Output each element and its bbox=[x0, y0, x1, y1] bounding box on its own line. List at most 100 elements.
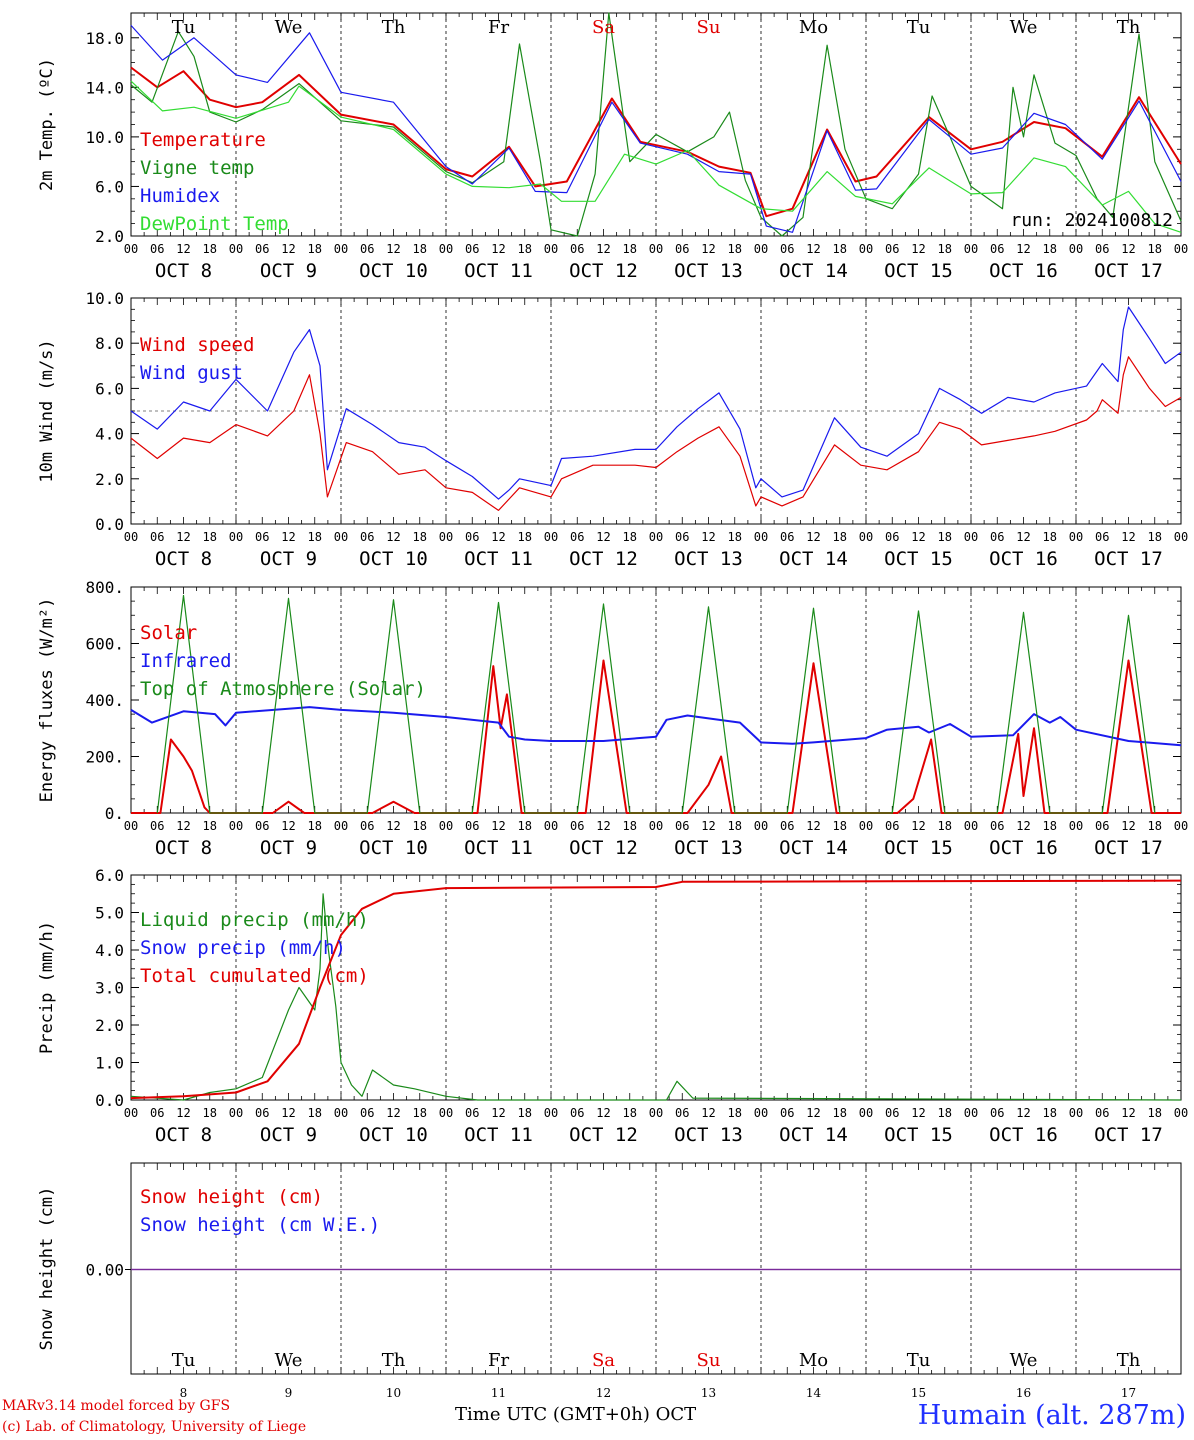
hour-tick-label: 12 bbox=[911, 819, 925, 833]
date-label: OCT 12 bbox=[569, 260, 638, 282]
hour-tick-label: 00 bbox=[439, 819, 453, 833]
hour-tick-label: 06 bbox=[255, 530, 269, 544]
hour-tick-label: 12 bbox=[1121, 1106, 1135, 1120]
date-label: OCT 9 bbox=[260, 548, 317, 570]
hour-tick-label: 12 bbox=[596, 242, 610, 256]
hour-tick-label: 00 bbox=[649, 1106, 663, 1120]
hour-tick-label: 18 bbox=[308, 819, 322, 833]
legend-entry: Total cumulated (cm) bbox=[140, 965, 369, 987]
weekday-label: We bbox=[275, 17, 303, 38]
y-tick-label: 200. bbox=[85, 748, 124, 767]
hour-tick-label: 06 bbox=[150, 1106, 164, 1120]
hour-tick-label: 12 bbox=[596, 1106, 610, 1120]
hour-tick-label: 00 bbox=[1069, 1106, 1083, 1120]
date-label: OCT 17 bbox=[1094, 1124, 1163, 1146]
hour-tick-label: 06 bbox=[150, 819, 164, 833]
weekday-label: Mo bbox=[799, 1350, 828, 1371]
hour-tick-label: 18 bbox=[413, 242, 427, 256]
date-label: OCT 16 bbox=[989, 548, 1058, 570]
hour-tick-label: 06 bbox=[885, 1106, 899, 1120]
hour-tick-label: 12 bbox=[1121, 530, 1135, 544]
hour-tick-label: 12 bbox=[911, 530, 925, 544]
hour-tick-label: 00 bbox=[229, 530, 243, 544]
hour-tick-label: 18 bbox=[1043, 819, 1057, 833]
y-axis-label: Energy fluxes (W/m²) bbox=[37, 598, 57, 803]
hour-tick-label: 00 bbox=[334, 530, 348, 544]
hour-tick-label: 06 bbox=[1095, 530, 1109, 544]
hour-tick-label: 00 bbox=[964, 242, 978, 256]
weekday-label: Tu bbox=[172, 1350, 196, 1371]
date-label: OCT 12 bbox=[569, 1124, 638, 1146]
date-label: OCT 17 bbox=[1094, 260, 1163, 282]
date-label: OCT 15 bbox=[884, 837, 953, 859]
y-tick-label: 2.0 bbox=[95, 227, 124, 246]
series-line bbox=[130, 80, 1182, 233]
hour-tick-label: 06 bbox=[465, 819, 479, 833]
hour-tick-label: 12 bbox=[806, 819, 820, 833]
series-line bbox=[156, 594, 1156, 814]
weekday-label: Th bbox=[1117, 17, 1141, 38]
hour-tick-label: 00 bbox=[124, 819, 138, 833]
y-axis-label: Snow height (cm) bbox=[37, 1187, 57, 1351]
hour-tick-label: 06 bbox=[465, 1106, 479, 1120]
legend-entry: DewPoint Temp bbox=[140, 213, 289, 235]
hour-tick-label: 12 bbox=[596, 530, 610, 544]
day-number-label: 15 bbox=[911, 1386, 926, 1400]
legend-entry: Snow height (cm) bbox=[140, 1186, 323, 1208]
hour-tick-label: 06 bbox=[990, 530, 1004, 544]
legend-entry: Snow precip (mm/h) bbox=[140, 937, 346, 959]
series-line bbox=[130, 706, 1182, 747]
date-label: OCT 15 bbox=[884, 260, 953, 282]
legend-entry: Liquid precip (mm/h) bbox=[140, 909, 369, 931]
hour-tick-label: 00 bbox=[124, 1106, 138, 1120]
hour-tick-label: 06 bbox=[1095, 242, 1109, 256]
hour-tick-label: 12 bbox=[1016, 1106, 1030, 1120]
y-tick-label: 2.0 bbox=[95, 1016, 124, 1035]
hour-tick-label: 12 bbox=[806, 1106, 820, 1120]
hour-tick-label: 06 bbox=[1095, 1106, 1109, 1120]
weekday-label: Tu bbox=[172, 17, 196, 38]
date-label: OCT 12 bbox=[569, 837, 638, 859]
run-annotation: run: 2024100812 bbox=[1010, 210, 1173, 231]
hour-tick-label: 06 bbox=[465, 530, 479, 544]
date-label: OCT 9 bbox=[260, 1124, 317, 1146]
hour-tick-label: 12 bbox=[701, 1106, 715, 1120]
hour-tick-label: 06 bbox=[150, 242, 164, 256]
y-tick-label: 6.0 bbox=[95, 866, 124, 885]
legend-entry: Wind speed bbox=[140, 334, 254, 356]
date-label: OCT 10 bbox=[359, 1124, 428, 1146]
hour-tick-label: 00 bbox=[1069, 530, 1083, 544]
date-label: OCT 8 bbox=[155, 260, 212, 282]
hour-tick-label: 12 bbox=[701, 819, 715, 833]
y-tick-label: 10.0 bbox=[85, 128, 124, 147]
hour-tick-label: 12 bbox=[1121, 819, 1135, 833]
hour-tick-label: 00 bbox=[859, 1106, 873, 1120]
hour-tick-label: 06 bbox=[780, 530, 794, 544]
date-label: OCT 11 bbox=[464, 548, 533, 570]
hour-tick-label: 18 bbox=[833, 819, 847, 833]
hour-tick-label: 12 bbox=[806, 242, 820, 256]
hour-tick-label: 06 bbox=[570, 1106, 584, 1120]
date-label: OCT 8 bbox=[155, 548, 212, 570]
series-line bbox=[130, 12, 1182, 237]
y-tick-label: 18.0 bbox=[85, 29, 124, 48]
hour-tick-label: 18 bbox=[308, 530, 322, 544]
legend-entry: Snow height (cm W.E.) bbox=[140, 1214, 380, 1236]
hour-tick-label: 18 bbox=[413, 1106, 427, 1120]
date-label: OCT 12 bbox=[569, 548, 638, 570]
weekday-label: Fr bbox=[488, 17, 509, 38]
series-line bbox=[130, 879, 1182, 1100]
hour-tick-label: 00 bbox=[1174, 1106, 1188, 1120]
hour-tick-label: 12 bbox=[386, 530, 400, 544]
y-tick-label: 8.0 bbox=[95, 334, 124, 353]
hour-tick-label: 00 bbox=[124, 530, 138, 544]
day-number-label: 9 bbox=[285, 1386, 293, 1400]
hour-tick-label: 18 bbox=[623, 1106, 637, 1120]
hour-tick-label: 06 bbox=[990, 242, 1004, 256]
hour-tick-label: 00 bbox=[544, 530, 558, 544]
hour-tick-label: 06 bbox=[255, 242, 269, 256]
hour-tick-label: 00 bbox=[229, 819, 243, 833]
weekday-label: Tu bbox=[907, 17, 931, 38]
date-label: OCT 16 bbox=[989, 260, 1058, 282]
day-number-label: 10 bbox=[386, 1386, 401, 1400]
